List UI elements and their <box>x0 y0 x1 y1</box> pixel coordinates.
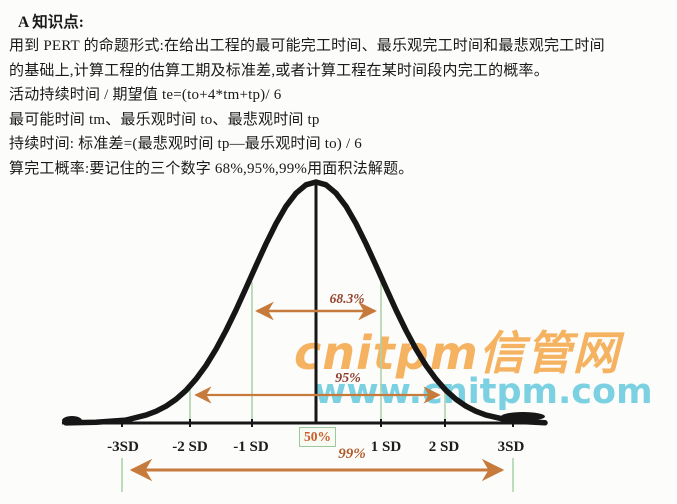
note-line: 最可能时间 tm、最乐观时间 to、最悲观时间 tp <box>9 111 320 128</box>
range-label-99: 99% <box>338 446 366 462</box>
note-line: 用到 PERT 的命题形式:在给出工程的最可能完工时间、最乐观完工时间和最悲观完… <box>9 38 605 54</box>
watermark-brand: cnitpm信管网 <box>294 326 620 380</box>
tick-label-neg2sd: -2 SD <box>172 439 208 455</box>
note-line: 算完工概率:要记住的三个数字 68%,95%,99%用面积法解题。 <box>9 160 414 177</box>
center-50-label: 50% <box>299 427 336 447</box>
range-label-95: 95% <box>335 371 361 386</box>
note-line: 持续时间: 标准差=(最悲观时间 tp—最乐观时间 to) / 6 <box>9 136 362 153</box>
tick-label-neg3sd: -3SD <box>107 439 139 455</box>
tick-label-pos2sd: 2 SD <box>428 439 460 455</box>
normal-curve <box>63 179 548 426</box>
tick-label-pos3sd: 3SD <box>497 439 525 455</box>
curve-left-end-blob <box>62 416 82 425</box>
range-arrows <box>129 301 505 482</box>
notes-block: A 知识点: 用到 PERT 的命题形式:在给出工程的最可能完工时间、最乐观完工… <box>0 0 677 182</box>
tick-label-neg1sd: -1 SD <box>233 439 269 455</box>
curve-right-end-blob <box>501 412 545 421</box>
note-line: 活动持续时间 / 期望值 te=(to+4*tm+tp)/ 6 <box>9 87 282 104</box>
notes-title: A 知识点: <box>18 14 84 31</box>
note-line: 的基础上,计算工程的估算工期及标准差,或者计算工程在某时间段内完工的概率。 <box>9 62 549 79</box>
tick-label-pos1sd: 1 SD <box>370 439 402 455</box>
range-label-68: 68.3% <box>329 291 365 306</box>
